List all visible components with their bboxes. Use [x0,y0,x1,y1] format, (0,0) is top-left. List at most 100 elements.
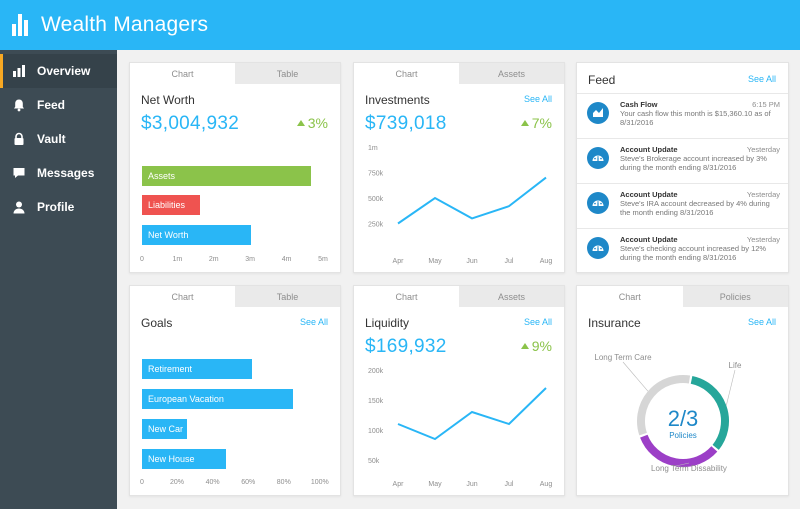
policies-count: 2/3 [668,406,699,431]
bar-chart-icon [12,64,26,78]
tab-assets[interactable]: Assets [459,63,564,84]
nav-item-overview[interactable]: Overview [0,54,117,88]
y-tick-label: 200k [368,368,384,375]
nav-label: Feed [37,98,66,112]
leader-line [726,369,736,406]
feed-item[interactable]: Account Update Yesterday Steve's Brokerage… [577,138,788,183]
x-tick-label: 100% [310,479,329,486]
bar-retirement: Retirement [142,359,253,379]
feed-item-title: Account Update [620,145,678,154]
x-tick-label: Aug [540,258,553,265]
tab-bar: Chart Assets [354,63,564,84]
feed-item[interactable]: Cash Flow 6:15 PM Your cash flow this mont… [577,93,788,138]
slice-label: Long Term Dissability [651,464,727,473]
insurance-donut-chart: Life Long Term Dissability Long Term Care 2… [594,353,742,473]
insurance-card: Chart Policies Insurance See All Life Lon… [576,285,789,496]
gauge-icon [587,192,609,214]
x-tick-label: 4m [281,256,292,263]
see-all-link[interactable]: See All [523,317,552,327]
slice-label: Life [729,361,742,370]
y-tick-label: 150k [368,398,384,405]
net-worth-value: $3,004,932 [141,113,240,134]
tab-chart[interactable]: Chart [354,63,459,84]
x-tick-label: Aug [540,481,553,488]
x-tick-label: Apr [393,481,405,488]
net-worth-card: Chart Table Net Worth $3,004,932 3% Asse… [129,62,341,273]
bar-assets: Assets [142,166,312,186]
tab-table[interactable]: Table [235,286,340,307]
gauge-icon [587,147,609,169]
y-tick-label: 100k [368,428,384,435]
gauge-icon [587,237,609,259]
series-line [397,387,547,441]
nav-item-profile[interactable]: Profile [0,190,117,224]
see-all-link[interactable]: See All [523,94,552,104]
change-indicator: 3% [296,115,328,131]
feed-item-body: Steve's Brokerage account increased by 3… [620,154,767,172]
tab-policies[interactable]: Policies [682,286,788,307]
see-all-link[interactable]: See All [747,317,776,327]
investments-card: Chart Assets Investments See All $739,01… [353,62,565,273]
slice-label: Long Term Care [594,353,652,362]
nav-label: Profile [37,200,75,214]
see-all-link[interactable]: See All [299,317,328,327]
x-tick-label: Jul [505,481,514,488]
policies-label: Policies [669,431,697,440]
tab-chart[interactable]: Chart [130,63,235,84]
feed-item-time: 6:15 PM [752,100,780,109]
bar-liabilities: Liabilities [142,195,201,215]
feed-item-time: Yesterday [746,235,780,244]
see-all-link[interactable]: See All [747,74,776,84]
feed-item[interactable]: Account Update Yesterday Steve's checking … [577,228,788,272]
y-tick-label: 750k [368,171,384,178]
tab-table[interactable]: Table [235,63,340,84]
tab-assets[interactable]: Assets [459,286,564,307]
tab-chart[interactable]: Chart [577,286,683,307]
card-title: Goals [141,316,173,330]
nav-item-vault[interactable]: Vault [0,122,117,156]
nav-item-messages[interactable]: Messages [0,156,117,190]
feed-item-time: Yesterday [746,190,780,199]
feed-item-body: Steve's checking account increased by 12… [620,244,767,262]
logo-icon [12,14,32,36]
feed-item-body: Steve's IRA account decreased by 4% duri… [620,199,770,217]
change-value: 9% [531,338,552,354]
x-tick-label: 3m [245,256,256,263]
card-title: Investments [365,93,430,107]
tab-bar: Chart Assets [354,286,564,307]
series-line [397,176,547,225]
x-tick-label: 60% [241,479,256,486]
slice-long-term-dissability [640,434,718,467]
tab-bar: Chart Table [130,63,340,84]
x-tick-label: 40% [205,479,220,486]
x-tick-label: 0 [140,256,144,263]
liquidity-card: Chart Assets Liquidity See All $169,932 … [353,285,565,496]
lock-icon [12,132,26,146]
bell-icon [12,98,26,112]
y-tick-label: 50k [368,458,380,465]
up-arrow-icon [520,343,529,349]
app-header: Wealth Managers [0,0,800,50]
tab-chart[interactable]: Chart [130,286,235,307]
tab-chart[interactable]: Chart [354,286,459,307]
card-title: Feed [588,73,616,87]
feed-item[interactable]: Account Update Yesterday Steve's IRA accou… [577,183,788,228]
x-tick-label: Jun [466,481,477,488]
bar-new-car: New Car [142,419,187,439]
feed-item-time: Yesterday [746,145,780,154]
change-value: 3% [307,115,328,131]
trend-chart-icon [587,102,609,124]
x-tick-label: 80% [276,479,291,486]
card-title: Net Worth [141,93,195,107]
y-tick-label: 500k [368,196,384,203]
liquidity-line-chart: 200k 150k 100k 50k Apr May Jun Jul Aug [368,368,553,488]
feed-item-body: Your cash flow this month is $15,360.10 … [620,109,771,127]
liquidity-value: $169,932 [365,336,447,357]
tab-bar: Chart Table [130,286,340,307]
nav-item-feed[interactable]: Feed [0,88,117,122]
feed-item-title: Account Update [620,190,678,199]
chat-icon [12,166,26,180]
change-value: 7% [531,115,552,131]
x-tick-label: May [428,481,442,488]
x-tick-label: 0 [140,479,144,486]
